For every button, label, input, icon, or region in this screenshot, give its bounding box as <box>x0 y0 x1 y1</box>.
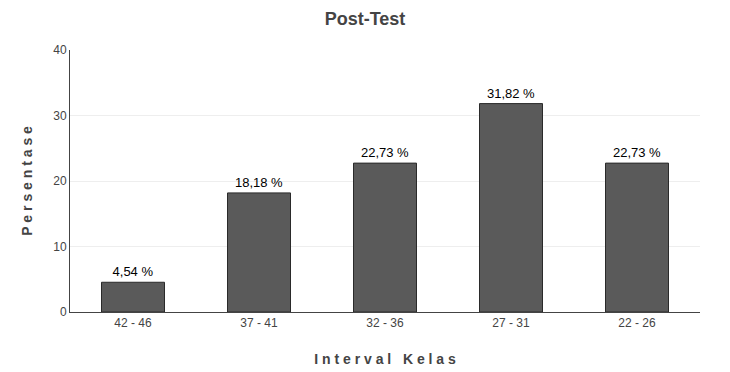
svg-text:10: 10 <box>53 240 67 254</box>
svg-text:37 - 41: 37 - 41 <box>240 316 278 330</box>
svg-text:Post-Test: Post-Test <box>325 9 406 29</box>
svg-text:4,54 %: 4,54 % <box>113 264 154 279</box>
svg-text:40: 40 <box>53 43 67 57</box>
svg-text:31,82 %: 31,82 % <box>487 86 535 101</box>
svg-text:32 - 36: 32 - 36 <box>366 316 404 330</box>
svg-text:22,73 %: 22,73 % <box>613 145 661 160</box>
svg-text:22 - 26: 22 - 26 <box>618 316 656 330</box>
svg-text:18,18 %: 18,18 % <box>235 175 283 190</box>
svg-text:P e r s e n t a s e: P e r s e n t a s e <box>19 126 35 236</box>
svg-text:I n t e r v a l K e l a s: I n t e r v a l K e l a s <box>314 351 456 367</box>
svg-text:42 - 46: 42 - 46 <box>114 316 152 330</box>
svg-text:30: 30 <box>53 109 67 123</box>
svg-text:27 - 31: 27 - 31 <box>492 316 530 330</box>
svg-text:0: 0 <box>60 305 67 319</box>
svg-text:20: 20 <box>53 174 67 188</box>
svg-text:22,73 %: 22,73 % <box>361 145 409 160</box>
